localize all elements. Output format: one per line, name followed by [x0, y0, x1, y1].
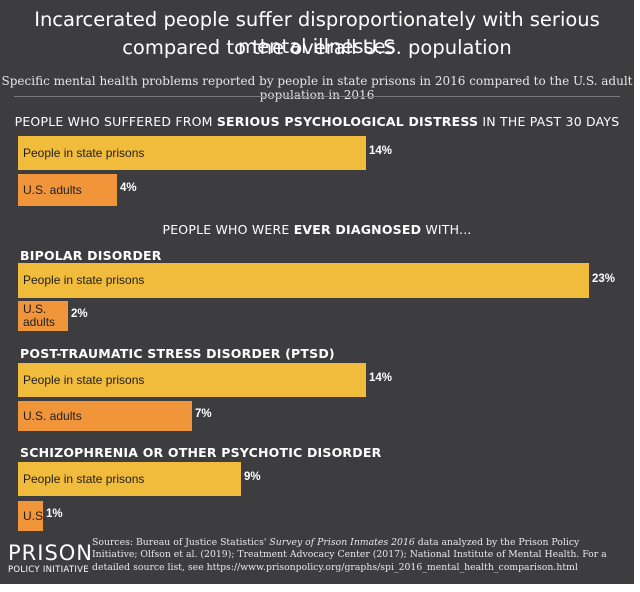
bar-label-2-0: People in state prisons — [23, 372, 145, 387]
value-label-3-0: 9% — [244, 471, 261, 483]
section-heading-distress-pre: PEOPLE WHO SUFFERED FROM — [14, 114, 217, 129]
sources-pre: Sources: Bureau of Justice Statistics' — [92, 537, 270, 548]
bar-0-state-prisons — [18, 136, 366, 170]
section-heading-distress: PEOPLE WHO SUFFERED FROM SERIOUS PSYCHOL… — [0, 114, 634, 129]
sources-post: data analyzed by the Prison Policy Initi… — [92, 537, 607, 573]
value-label-2-1: 7% — [195, 408, 212, 420]
bar-label-1-1: U.S. adults — [23, 302, 56, 329]
bar-label-3-1: U.S. — [23, 508, 47, 523]
divider — [14, 96, 620, 97]
title-line-2: compared to the overall U.S. population — [122, 36, 512, 59]
bar-1-state-prisons — [18, 263, 589, 298]
category-label-bipolar-disorder: BIPOLAR DISORDER — [20, 248, 162, 263]
value-label-0-1: 4% — [120, 182, 137, 194]
bar-label-0-1: U.S. adults — [23, 182, 82, 197]
bar-label-3-0: People in state prisons — [23, 471, 145, 486]
subtitle: Specific mental health problems reported… — [1, 74, 633, 102]
bar-3-state-prisons — [18, 462, 241, 496]
section-heading-distress-post: IN THE PAST 30 DAYS — [478, 114, 620, 129]
sources-italic: Survey of Prison Inmates 2016 — [269, 537, 415, 548]
category-label-post-traumatic-stress-disorder-ptsd: POST-TRAUMATIC STRESS DISORDER (PTSD) — [20, 346, 335, 361]
bar-3-us-adults — [18, 501, 43, 531]
section-heading-diagnosed-post: WITH... — [421, 222, 472, 237]
bar-1-us-adults — [18, 301, 68, 331]
section-heading-diagnosed-bold: EVER DIAGNOSED — [293, 222, 422, 237]
title-line-1: Incarcerated people suffer disproportion… — [34, 8, 600, 58]
bar-label-0-0: People in state prisons — [23, 145, 145, 160]
value-label-1-0: 23% — [592, 272, 616, 285]
bar-2-state-prisons — [18, 363, 366, 397]
bar-label-2-1: U.S. adults — [23, 408, 82, 423]
infographic: Incarcerated people suffer disproportion… — [0, 0, 634, 584]
bar-2-us-adults — [18, 401, 192, 431]
logo-sub-text: POLICY INITIATIVE — [8, 565, 89, 575]
prison-policy-initiative-logo: PRISON POLICY INITIATIVE — [8, 542, 93, 576]
value-label-0-0: 14% — [369, 145, 393, 157]
value-label-1-1: 2% — [71, 308, 88, 320]
sources-note: Sources: Bureau of Justice Statistics' S… — [92, 537, 612, 574]
category-label-schizophrenia-or-other-psychotic-disorder: SCHIZOPHRENIA OR OTHER PSYCHOTIC DISORDE… — [20, 445, 382, 460]
logo-main-text: PRISON — [8, 541, 94, 565]
value-label-3-1: 1% — [46, 508, 63, 520]
section-heading-diagnosed: PEOPLE WHO WERE EVER DIAGNOSED WITH... — [0, 222, 634, 237]
section-heading-distress-bold: SERIOUS PSYCHOLOGICAL DISTRESS — [216, 114, 479, 129]
section-heading-diagnosed-pre: PEOPLE WHO WERE — [162, 222, 294, 237]
value-label-2-0: 14% — [369, 372, 393, 384]
bar-0-us-adults — [18, 174, 117, 206]
bar-label-1-0: People in state prisons — [23, 273, 145, 287]
